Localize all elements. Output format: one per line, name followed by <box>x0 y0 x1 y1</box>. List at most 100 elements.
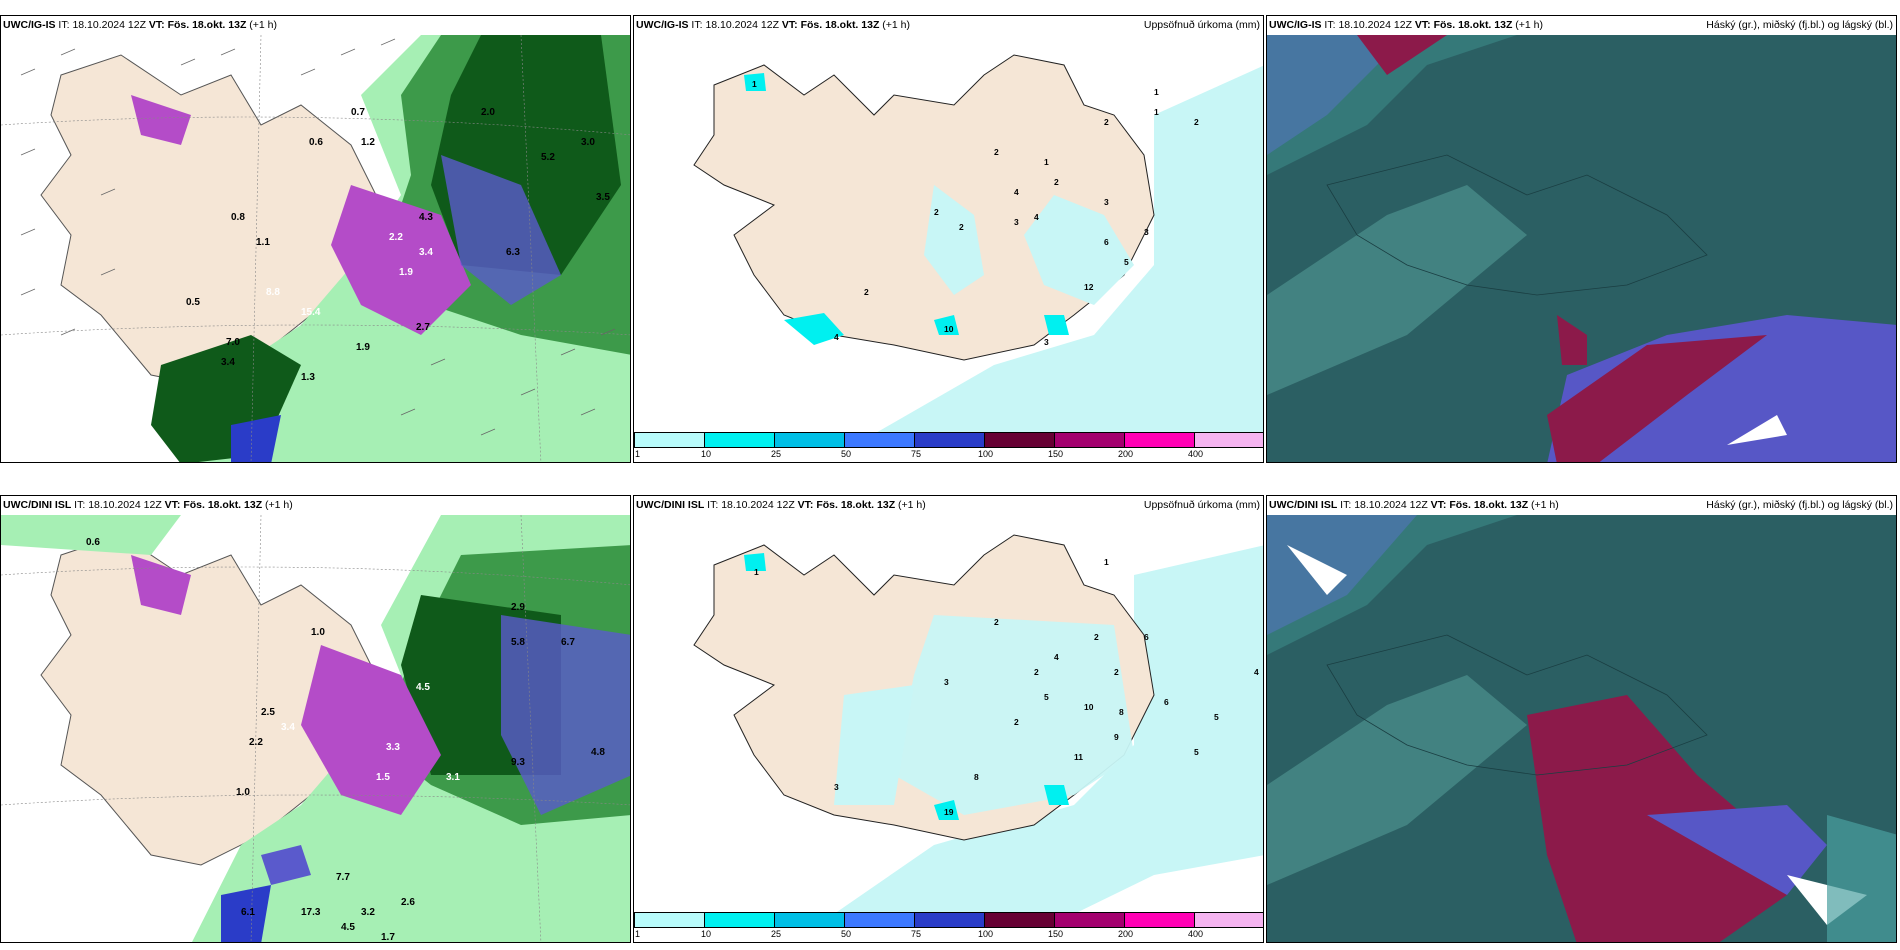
svg-text:7.0: 7.0 <box>226 337 240 348</box>
svg-text:5: 5 <box>1194 747 1199 757</box>
panel-dini-clouds: UWC/DINI ISL IT: 18.10.2024 12Z VT: Fös.… <box>1266 495 1897 943</box>
panel-ig-wind-precip: UWC/IG-IS IT: 18.10.2024 12Z VT: Fös. 18… <box>0 15 631 463</box>
svg-text:2: 2 <box>864 287 869 297</box>
svg-text:3.3: 3.3 <box>386 742 400 753</box>
map-clouds[interactable] <box>1267 35 1896 462</box>
svg-text:4: 4 <box>834 332 839 342</box>
lead-time: (+1 h) <box>249 19 278 31</box>
colorbar-tick: 100 <box>978 449 994 459</box>
svg-text:1: 1 <box>754 567 759 577</box>
svg-text:2: 2 <box>1014 717 1019 727</box>
svg-text:5: 5 <box>1124 257 1129 267</box>
svg-text:3.2: 3.2 <box>361 907 375 918</box>
colorbar-tick: 25 <box>771 449 782 459</box>
svg-text:5.8: 5.8 <box>511 637 525 648</box>
colorbar: 1 10 25 50 75 100 150 200 400 <box>634 912 1263 942</box>
field-title: Uppsöfnuð úrkoma (mm) <box>1143 499 1260 511</box>
svg-text:6.7: 6.7 <box>561 637 575 648</box>
svg-text:2: 2 <box>994 147 999 157</box>
map-precip-accum[interactable]: 1 1 2 2 2 4 6 2 5 8 9 5 4 10 11 6 3 2 3 … <box>634 515 1263 914</box>
vt-label: VT: Fös. 18.okt. 13Z <box>1430 499 1529 511</box>
vt-label: VT: Fös. 18.okt. 13Z <box>781 19 880 31</box>
it-label: IT: <box>58 19 70 31</box>
svg-text:3: 3 <box>834 782 839 792</box>
it-label: IT: <box>691 19 703 31</box>
vt-label: VT: Fös. 18.okt. 13Z <box>164 499 263 511</box>
svg-text:6.3: 6.3 <box>506 247 520 258</box>
svg-text:10: 10 <box>1084 702 1094 712</box>
svg-text:2: 2 <box>1054 177 1059 187</box>
svg-text:2: 2 <box>959 222 964 232</box>
svg-text:4.5: 4.5 <box>416 682 430 693</box>
colorbar: 1 10 25 50 75 100 150 200 400 <box>634 432 1263 462</box>
svg-text:4: 4 <box>1054 652 1059 662</box>
panel-header: UWC/IG-IS IT: 18.10.2024 12Z VT: Fös. 18… <box>634 16 1263 35</box>
svg-text:1.9: 1.9 <box>399 267 413 278</box>
svg-text:3: 3 <box>1044 337 1049 347</box>
it-value: 18.10.2024 12Z <box>88 499 162 511</box>
svg-text:2.6: 2.6 <box>401 897 415 908</box>
model-label: UWC/DINI ISL <box>3 499 72 511</box>
svg-text:2.5: 2.5 <box>261 707 275 718</box>
svg-text:1.5: 1.5 <box>376 772 390 783</box>
svg-text:11: 11 <box>1074 752 1083 762</box>
svg-text:6.1: 6.1 <box>241 907 255 918</box>
colorbar-tick: 100 <box>978 929 994 939</box>
colorbar-tick: 200 <box>1118 449 1134 459</box>
svg-text:7.7: 7.7 <box>336 872 350 883</box>
colorbar-tick: 75 <box>911 449 922 459</box>
svg-text:1.9: 1.9 <box>356 342 370 353</box>
svg-text:1.0: 1.0 <box>236 787 250 798</box>
colorbar-tick: 150 <box>1048 449 1064 459</box>
panel-ig-clouds: UWC/IG-IS IT: 18.10.2024 12Z VT: Fös. 18… <box>1266 15 1897 463</box>
colorbar-tick: 400 <box>1188 449 1204 459</box>
vt-label: VT: Fös. 18.okt. 13Z <box>148 19 247 31</box>
svg-text:15.4: 15.4 <box>301 307 321 318</box>
panel-dini-precip-accum: UWC/DINI ISL IT: 18.10.2024 12Z VT: Fös.… <box>633 495 1264 943</box>
lead-time: (+1 h) <box>1531 499 1559 511</box>
svg-text:12: 12 <box>1084 282 1094 292</box>
it-value: 18.10.2024 12Z <box>72 19 146 31</box>
panel-header: UWC/IG-IS IT: 18.10.2024 12Z VT: Fös. 18… <box>1 16 630 35</box>
svg-text:8.8: 8.8 <box>266 287 280 298</box>
svg-text:3.1: 3.1 <box>446 772 460 783</box>
svg-text:2: 2 <box>994 617 999 627</box>
svg-text:3.5: 3.5 <box>596 192 610 203</box>
svg-text:2: 2 <box>1034 667 1039 677</box>
svg-text:9.3: 9.3 <box>511 757 525 768</box>
colorbar-tick: 50 <box>841 449 852 459</box>
svg-text:1: 1 <box>1044 157 1049 167</box>
map-wind-precip[interactable]: 0.6 1.0 3.4 3.3 4.5 6.7 4.8 1.5 3.1 7.7 … <box>1 515 630 942</box>
map-precip-accum[interactable]: 1 2 1 2 2 1 2 3 4 6 5 12 2 3 4 3 2 1 2 4 <box>634 35 1263 434</box>
colorbar-tick: 150 <box>1048 929 1064 939</box>
svg-text:3: 3 <box>944 677 949 687</box>
svg-text:1.1: 1.1 <box>256 237 270 248</box>
lead-time: (+1 h) <box>882 19 911 31</box>
svg-text:5: 5 <box>1214 712 1219 722</box>
map-wind-precip[interactable]: 0.7 0.6 1.2 2.0 3.4 1.9 2.2 4.3 6.3 7.0 … <box>1 35 630 462</box>
svg-text:3.4: 3.4 <box>221 357 235 368</box>
model-label: UWC/DINI ISL <box>1269 499 1338 511</box>
panel-dini-wind-precip: UWC/DINI ISL IT: 18.10.2024 12Z VT: Fös.… <box>0 495 631 943</box>
svg-text:2: 2 <box>934 207 939 217</box>
field-title: Háský (gr.), miðský (fj.bl.) og lágský (… <box>1706 499 1893 511</box>
svg-text:1.0: 1.0 <box>311 627 325 638</box>
svg-text:3: 3 <box>1014 217 1019 227</box>
svg-text:8: 8 <box>1119 707 1124 717</box>
svg-text:2.9: 2.9 <box>511 602 525 613</box>
svg-text:10: 10 <box>944 324 954 334</box>
svg-text:3: 3 <box>1144 227 1149 237</box>
svg-text:1: 1 <box>1154 107 1159 117</box>
svg-text:4.8: 4.8 <box>591 747 605 758</box>
svg-text:3.4: 3.4 <box>419 247 433 258</box>
map-clouds[interactable] <box>1267 515 1896 942</box>
svg-text:3.0: 3.0 <box>581 137 595 148</box>
field-title: Háský (gr.), miðský (fj.bl.) og lágský (… <box>1706 19 1893 31</box>
svg-text:2.2: 2.2 <box>249 737 263 748</box>
svg-text:3: 3 <box>1104 197 1109 207</box>
panel-header: UWC/IG-IS IT: 18.10.2024 12Z VT: Fös. 18… <box>1267 16 1896 35</box>
svg-text:4.5: 4.5 <box>341 922 355 933</box>
it-value: 18.10.2024 12Z <box>705 19 779 31</box>
it-value: 18.10.2024 12Z <box>721 499 795 511</box>
model-label: UWC/DINI ISL <box>636 499 705 511</box>
